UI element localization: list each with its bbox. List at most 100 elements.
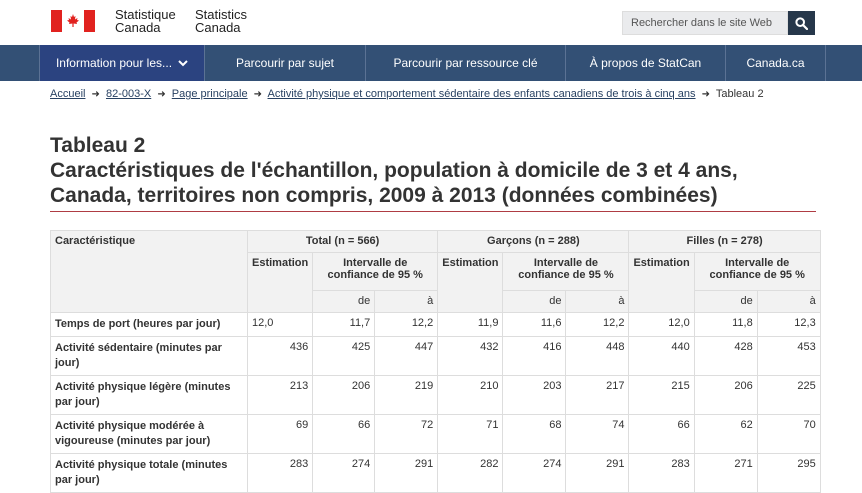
ci-line1: Intervalle de [725,257,790,269]
arrow-right-icon: ➜ [701,89,710,100]
column-header-from: de [502,290,567,313]
page-title-line3: Canada, territoires non compris, 2009 à … [50,184,718,207]
table-cell: 416 [502,336,567,376]
page-title-line2: Caractéristiques de l'échantillon, popul… [50,159,738,182]
table-cell: 219 [374,375,439,415]
nav-item-information[interactable]: Information pour les... [40,45,205,81]
table-cell: 11,6 [502,312,567,337]
ci-line2: confiance de 95 % [518,269,614,281]
page-title: Tableau 2 Caractéristiques de l'échantil… [50,133,816,212]
breadcrumb-link-article[interactable]: Activité physique et comportement sédent… [267,88,696,100]
table-cell: 68 [502,414,567,454]
search-form [622,11,815,35]
breadcrumb: Accueil ➜ 82-003-X ➜ Page principale ➜ A… [50,88,764,100]
column-header-from: de [693,290,758,313]
chevron-down-icon [178,60,188,67]
table-cell: 71 [437,414,504,454]
table-cell: 66 [312,414,376,454]
ci-line2: confiance de 95 % [709,269,805,281]
column-header-from: de [312,290,376,313]
column-header-total: Total (n = 566) [246,230,439,253]
table-cell: 12,2 [565,312,630,337]
table-cell: 70 [756,414,821,454]
nav-item-label: Parcourir par sujet [235,56,335,70]
ci-line1: Intervalle de [343,257,408,269]
signature-en-line2: Canada [195,20,241,35]
nav-item-label: Parcourir par ressource clé [393,56,538,70]
nav-spacer [0,45,40,81]
breadcrumb-link-publication[interactable]: 82-003-X [105,88,152,100]
table-cell: 206 [312,375,376,415]
table-cell: 69 [246,414,314,454]
table-cell: 62 [693,414,758,454]
row-label: Activité physique légère (minutes par jo… [50,375,248,415]
ci-line1: Intervalle de [533,257,599,269]
table-cell: 425 [312,336,376,376]
table-cell: 11,8 [693,312,758,337]
table-cell: 271 [693,453,758,493]
page-title-line1: Tableau 2 [50,134,146,157]
nav-item-label: Information pour les... [55,56,173,70]
table-cell: 447 [374,336,439,376]
table-cell: 448 [565,336,630,376]
search-icon [795,16,808,30]
table-cell: 217 [565,375,630,415]
table-cell: 72 [374,414,439,454]
table-cell: 436 [246,336,314,376]
column-header-ci: Intervalle de confiance de 95 % [312,252,439,291]
nav-item-label: Canada.ca [746,56,805,70]
arrow-right-icon: ➜ [91,89,100,100]
signature-fr-line1: Statistique [115,7,176,22]
main-nav: Information pour les... Parcourir par su… [0,45,862,81]
column-header-to: à [565,290,630,313]
table-cell: 213 [246,375,314,415]
site-header: Statistique Canada Statistics Canada [0,0,862,45]
breadcrumb-current: Tableau 2 [715,88,764,100]
table-cell: 428 [693,336,758,376]
table-cell: 282 [437,453,504,493]
arrow-right-icon: ➜ [157,89,166,100]
table-cell: 206 [693,375,758,415]
breadcrumb-link-main-page[interactable]: Page principale [171,88,248,100]
breadcrumb-link-home[interactable]: Accueil [50,88,86,100]
canada-flag-icon[interactable] [51,10,95,32]
column-header-girls: Filles (n = 278) [628,230,821,253]
column-header-characteristic: Caractéristique [50,230,248,313]
table-cell: 11,9 [437,312,504,337]
table-cell: 440 [628,336,695,376]
table-row: Activité physique légère (minutes par jo… [50,375,821,415]
row-label: Activité sédentaire (minutes par jour) [50,336,248,376]
search-input[interactable] [622,11,788,35]
table-cell: 291 [374,453,439,493]
column-header-estimation: Estimation [437,252,504,313]
column-header-estimation: Estimation [246,252,314,313]
nav-item-resource[interactable]: Parcourir par ressource clé [366,45,566,81]
column-header-ci: Intervalle de confiance de 95 % [693,252,821,291]
nav-item-about[interactable]: À propos de StatCan [566,45,726,81]
column-header-estimation: Estimation [628,252,695,313]
table-cell: 453 [756,336,821,376]
table-cell: 432 [437,336,504,376]
column-header-to: à [756,290,821,313]
search-button[interactable] [788,11,815,35]
table-row: Temps de port (heures par jour) 12,0 11,… [50,312,821,337]
table-row: Activité sédentaire (minutes par jour) 4… [50,336,821,376]
table-cell: 203 [502,375,567,415]
table-cell: 12,0 [246,312,314,337]
table-cell: 12,0 [628,312,695,337]
signature-en[interactable]: Statistics Canada [195,8,247,34]
row-label: Temps de port (heures par jour) [50,312,248,337]
table-cell: 66 [628,414,695,454]
table-row: Activité physique modérée à vigoureuse (… [50,414,821,454]
nav-item-label: À propos de StatCan [589,56,702,70]
table-cell: 74 [565,414,630,454]
table-cell: 225 [756,375,821,415]
nav-item-subject[interactable]: Parcourir par sujet [205,45,366,81]
signature-fr-line2: Canada [115,20,161,35]
nav-item-canada[interactable]: Canada.ca [726,45,826,81]
arrow-right-icon: ➜ [253,89,263,100]
table-cell: 274 [502,453,567,493]
table-cell: 12,2 [374,312,439,337]
signature-fr[interactable]: Statistique Canada [115,8,176,34]
row-label: Activité physique modérée à vigoureuse (… [50,414,248,454]
